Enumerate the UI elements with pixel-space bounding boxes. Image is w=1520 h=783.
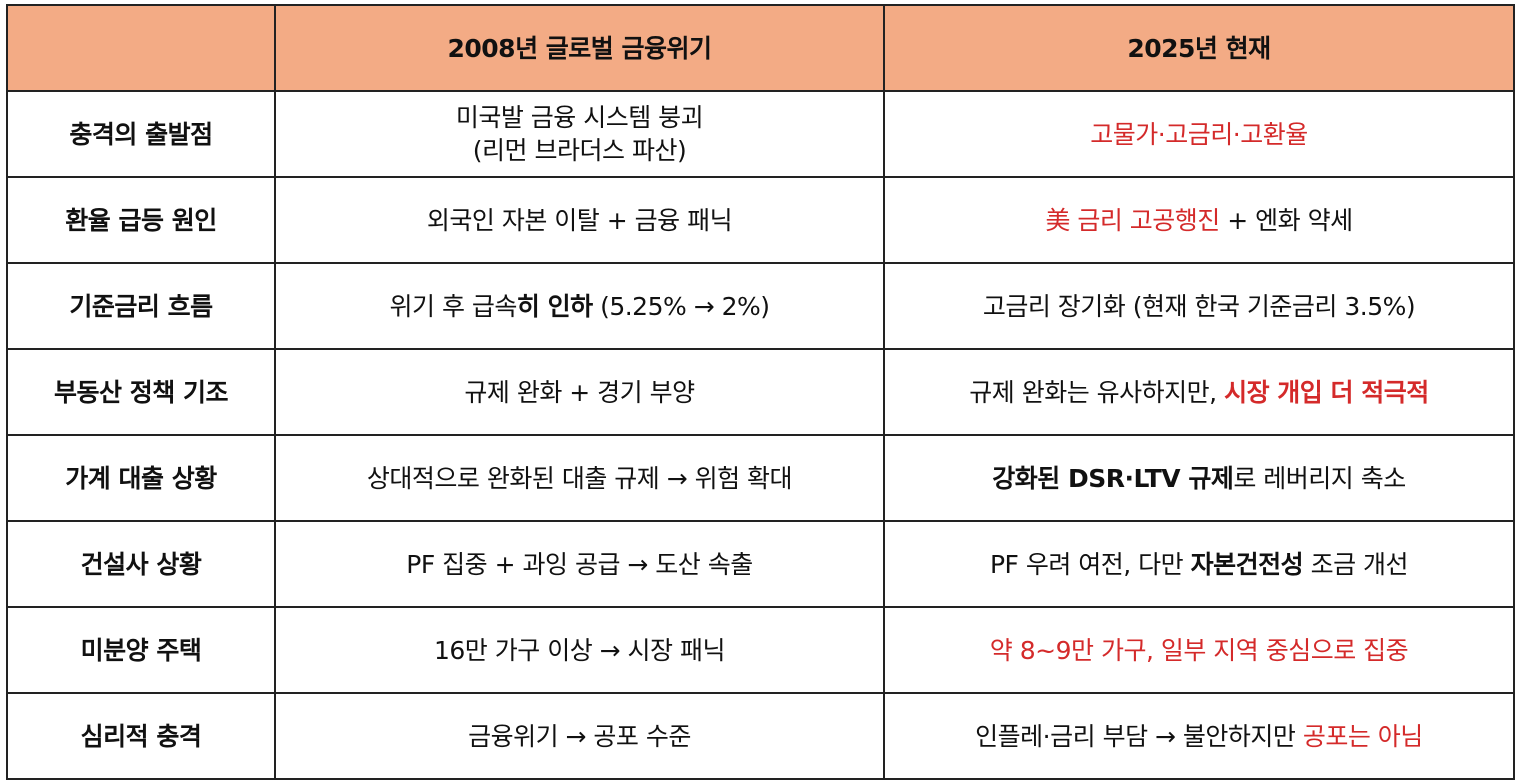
row-label: 심리적 충격 <box>6 692 276 780</box>
cell-text: (5.25% → 2%) <box>592 291 770 321</box>
header-row: 2008년 글로벌 금융위기 2025년 현재 <box>6 4 1515 92</box>
cell-text: + 엔화 약세 <box>1219 205 1353 235</box>
cell-2025: 규제 완화는 유사하지만, 시장 개입 더 적극적 <box>883 348 1515 436</box>
row-label: 가계 대출 상황 <box>6 434 276 522</box>
table-row: 기준금리 흐름 위기 후 급속히 인하 (5.25% → 2%) 고금리 장기화… <box>6 262 1515 350</box>
cell-bold: 자본건전성 <box>1190 549 1304 579</box>
row-label: 미분양 주택 <box>6 606 276 694</box>
cell-2008: 16만 가구 이상 → 시장 패닉 <box>274 606 885 694</box>
cell-2008: 위기 후 급속히 인하 (5.25% → 2%) <box>274 262 885 350</box>
cell-2008: PF 집중 + 과잉 공급 → 도산 속출 <box>274 520 885 608</box>
header-corner <box>6 4 276 92</box>
header-2025: 2025년 현재 <box>883 4 1515 92</box>
comparison-table-wrapper: 2008년 글로벌 금융위기 2025년 현재 충격의 출발점 미국발 금융 시… <box>6 4 1515 780</box>
comparison-table: 2008년 글로벌 금융위기 2025년 현재 충격의 출발점 미국발 금융 시… <box>6 4 1515 780</box>
cell-highlight: 시장 개입 더 적극적 <box>1224 377 1429 407</box>
table-row: 건설사 상황 PF 집중 + 과잉 공급 → 도산 속출 PF 우려 여전, 다… <box>6 520 1515 608</box>
cell-bold: 강화된 DSR·LTV 규제 <box>992 463 1234 493</box>
table-row: 미분양 주택 16만 가구 이상 → 시장 패닉 약 8~9만 가구, 일부 지… <box>6 606 1515 694</box>
cell-2008: 금융위기 → 공포 수준 <box>274 692 885 780</box>
table-row: 부동산 정책 기조 규제 완화 + 경기 부양 규제 완화는 유사하지만, 시장… <box>6 348 1515 436</box>
cell-2008: 외국인 자본 이탈 + 금융 패닉 <box>274 176 885 264</box>
cell-2025: 美 금리 고공행진 + 엔화 약세 <box>883 176 1515 264</box>
row-label: 충격의 출발점 <box>6 90 276 178</box>
header-2008: 2008년 글로벌 금융위기 <box>274 4 885 92</box>
cell-highlight: 美 금리 고공행진 <box>1045 205 1220 235</box>
cell-text: 규제 완화는 유사하지만, <box>969 377 1225 407</box>
cell-text: 조금 개선 <box>1303 549 1409 579</box>
cell-text-line1: 미국발 금융 시스템 붕괴 <box>455 103 704 132</box>
cell-text: 인플레·금리 부담 → 불안하지만 <box>975 721 1303 751</box>
row-label: 환율 급등 원인 <box>6 176 276 264</box>
cell-text: PF 우려 여전, 다만 <box>989 549 1191 579</box>
cell-text: 로 레버리지 축소 <box>1233 463 1406 493</box>
row-label: 건설사 상황 <box>6 520 276 608</box>
table-row: 충격의 출발점 미국발 금융 시스템 붕괴 (리먼 브라더스 파산) 고물가·고… <box>6 90 1515 178</box>
row-label: 부동산 정책 기조 <box>6 348 276 436</box>
cell-2025: 고물가·고금리·고환율 <box>883 90 1515 178</box>
cell-2008: 미국발 금융 시스템 붕괴 (리먼 브라더스 파산) <box>274 90 885 178</box>
cell-text: 위기 후 급속 <box>389 291 518 321</box>
table-row: 심리적 충격 금융위기 → 공포 수준 인플레·금리 부담 → 불안하지만 공포… <box>6 692 1515 780</box>
cell-2025: 약 8~9만 가구, 일부 지역 중심으로 집중 <box>883 606 1515 694</box>
cell-highlight: 고물가·고금리·고환율 <box>1090 119 1308 149</box>
cell-highlight: 공포는 아님 <box>1302 721 1423 751</box>
table-row: 가계 대출 상황 상대적으로 완화된 대출 규제 → 위험 확대 강화된 DSR… <box>6 434 1515 522</box>
table-row: 환율 급등 원인 외국인 자본 이탈 + 금융 패닉 美 금리 고공행진 + 엔… <box>6 176 1515 264</box>
cell-2025: 인플레·금리 부담 → 불안하지만 공포는 아님 <box>883 692 1515 780</box>
cell-2025: PF 우려 여전, 다만 자본건전성 조금 개선 <box>883 520 1515 608</box>
row-label: 기준금리 흐름 <box>6 262 276 350</box>
cell-2025: 강화된 DSR·LTV 규제로 레버리지 축소 <box>883 434 1515 522</box>
cell-text-line2: (리먼 브라더스 파산) <box>472 136 687 165</box>
cell-2008: 상대적으로 완화된 대출 규제 → 위험 확대 <box>274 434 885 522</box>
cell-2008: 규제 완화 + 경기 부양 <box>274 348 885 436</box>
cell-2025: 고금리 장기화 (현재 한국 기준금리 3.5%) <box>883 262 1515 350</box>
cell-bold: 히 인하 <box>516 291 593 321</box>
cell-highlight: 약 8~9만 가구, 일부 지역 중심으로 집중 <box>989 635 1409 665</box>
